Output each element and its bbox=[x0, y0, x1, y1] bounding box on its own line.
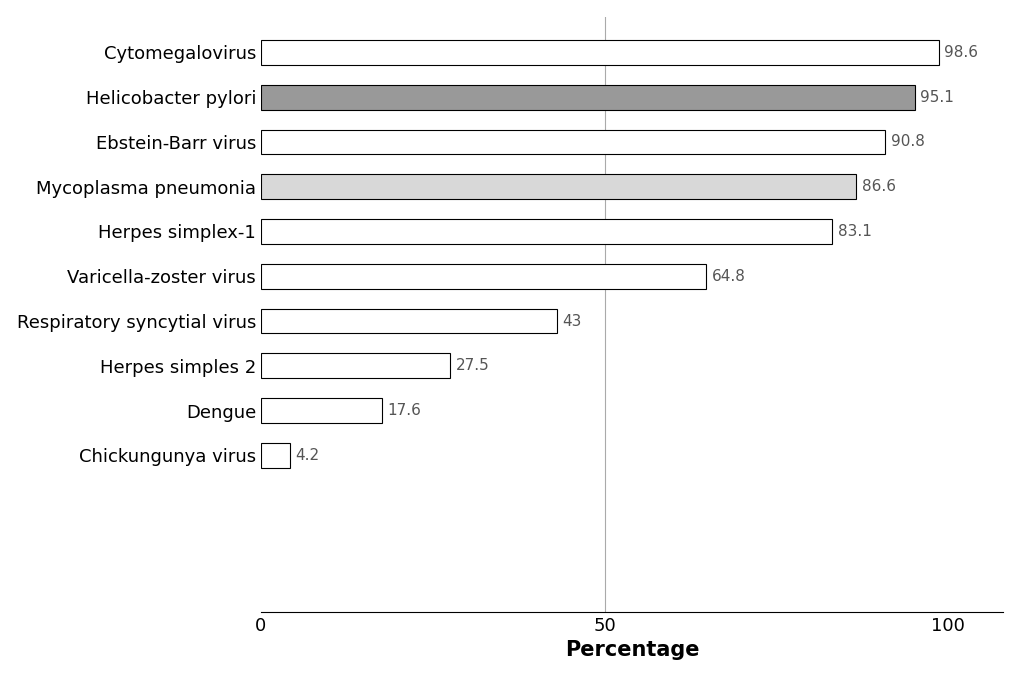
Text: 43: 43 bbox=[561, 313, 581, 328]
Text: 17.6: 17.6 bbox=[387, 403, 421, 418]
Text: 83.1: 83.1 bbox=[837, 224, 870, 239]
Text: 64.8: 64.8 bbox=[711, 269, 745, 284]
Bar bbox=[261, 40, 937, 65]
Text: 90.8: 90.8 bbox=[890, 135, 923, 150]
X-axis label: Percentage: Percentage bbox=[565, 640, 699, 660]
Bar bbox=[261, 443, 289, 468]
Text: 98.6: 98.6 bbox=[944, 45, 977, 60]
Text: 95.1: 95.1 bbox=[919, 90, 953, 105]
Text: 4.2: 4.2 bbox=[294, 447, 319, 463]
Text: 86.6: 86.6 bbox=[861, 179, 895, 194]
Bar bbox=[261, 175, 855, 199]
Text: 27.5: 27.5 bbox=[455, 358, 489, 373]
Bar bbox=[261, 85, 914, 110]
Bar bbox=[261, 353, 449, 378]
Bar bbox=[261, 309, 556, 333]
Bar bbox=[261, 219, 832, 244]
Bar bbox=[261, 264, 706, 288]
Bar bbox=[261, 130, 884, 154]
Bar bbox=[261, 398, 381, 423]
